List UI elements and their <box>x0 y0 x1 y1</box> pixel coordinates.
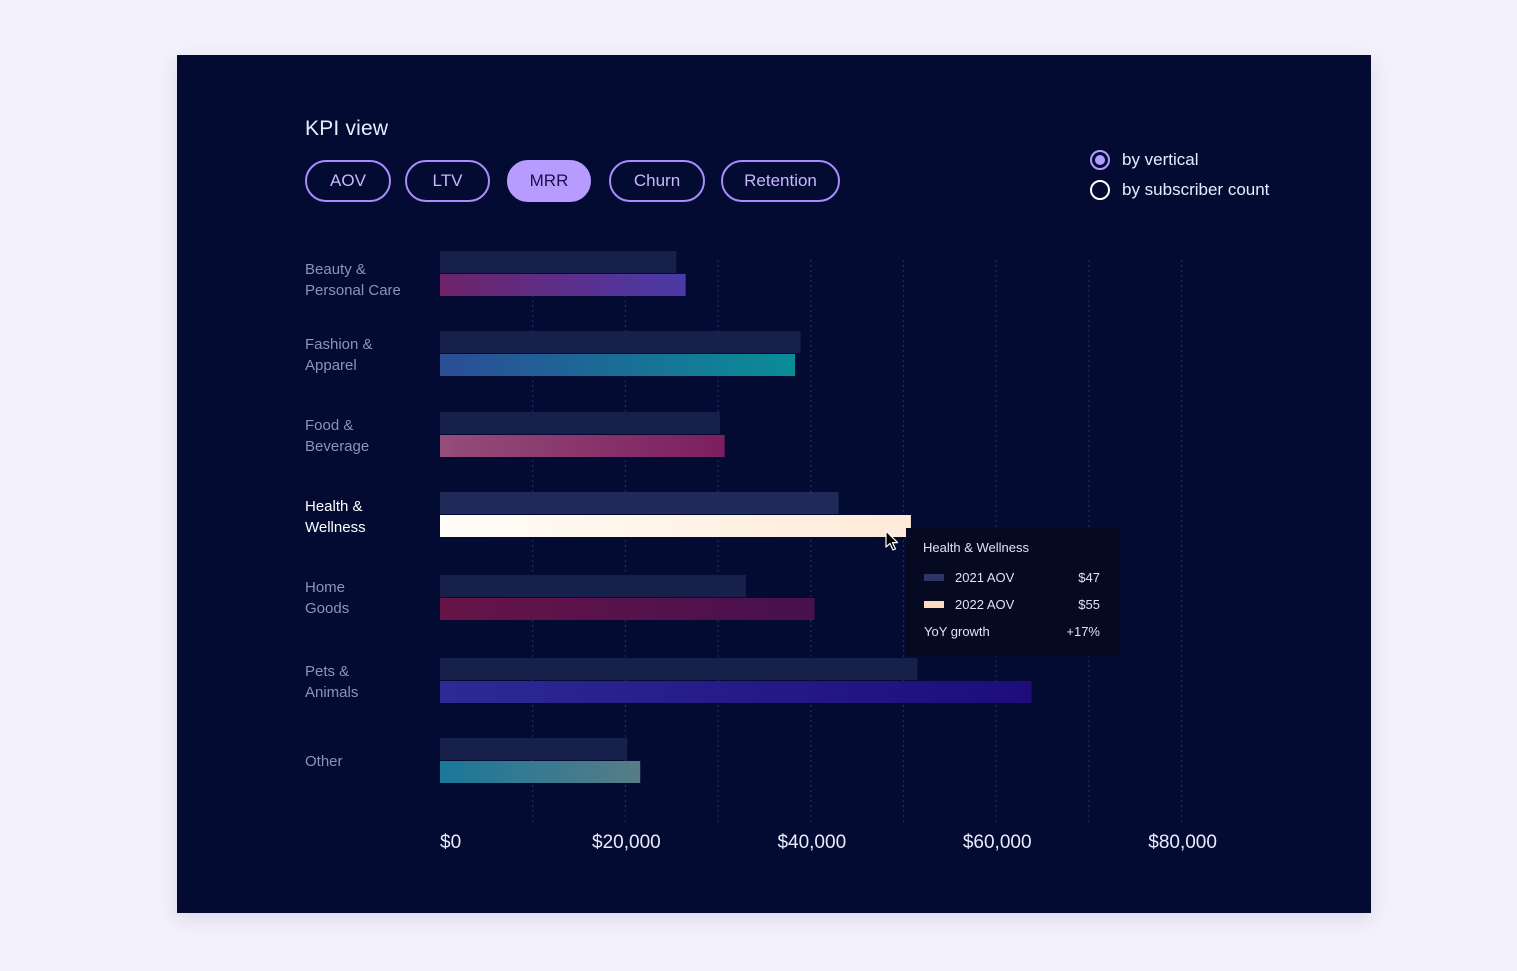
tooltip-swatch-2021 <box>924 573 944 581</box>
radio-unchecked-icon[interactable] <box>1090 180 1110 200</box>
bar-2022[interactable] <box>440 598 815 620</box>
tooltip-series-value: $47 <box>1078 569 1100 585</box>
tooltip-row-growth: YoY growth +17% <box>924 622 1100 640</box>
bar-2021[interactable] <box>440 738 628 760</box>
radio-checked-icon[interactable] <box>1090 150 1110 170</box>
tooltip-row-2021: 2021 AOV $47 <box>924 568 1100 586</box>
bar-2022-highlighted[interactable] <box>440 515 911 537</box>
bar-2022[interactable] <box>440 681 1032 703</box>
category-label-beauty: Beauty & Personal Care <box>305 261 401 299</box>
bar-2021[interactable] <box>440 492 839 514</box>
bar-2021[interactable] <box>440 575 746 597</box>
bar-2021[interactable] <box>440 412 720 434</box>
x-tick-label: $0 <box>440 832 461 853</box>
radio-label-by-vertical: by vertical <box>1122 150 1199 169</box>
bar-2022[interactable] <box>440 354 796 376</box>
tab-mrr[interactable]: MRR <box>507 160 591 202</box>
page-title: KPI view <box>305 117 389 140</box>
category-label-home: Home Goods <box>305 579 350 617</box>
x-tick-label: $60,000 <box>963 832 1032 853</box>
tooltip-series-name: 2022 AOV <box>955 596 1015 612</box>
x-tick-label: $20,000 <box>592 832 661 853</box>
tab-churn[interactable]: Churn <box>609 160 705 202</box>
tooltip-title: Health & Wellness <box>923 540 1029 555</box>
tooltip-series-value: $55 <box>1078 596 1100 612</box>
kpi-panel: KPI view AOV LTV MRR Churn Retention by … <box>177 55 1371 913</box>
bar-2021[interactable] <box>440 251 677 273</box>
bar-chart: $0 $20,000 $40,000 $60,000 $80,000 <box>440 251 1217 853</box>
bar-2022[interactable] <box>440 761 641 783</box>
radio-label-by-subscriber-count: by subscriber count <box>1122 180 1270 199</box>
bar-2022[interactable] <box>440 435 725 457</box>
tooltip-row-2022: 2022 AOV $55 <box>924 595 1100 613</box>
tooltip-growth-value: +17% <box>1066 623 1100 639</box>
category-label-other: Other <box>305 753 343 770</box>
x-tick-label: $80,000 <box>1148 832 1217 853</box>
tooltip-growth-label: YoY growth <box>924 623 990 639</box>
category-label-health: Health & Wellness <box>305 498 366 536</box>
tab-aov[interactable]: AOV <box>305 160 391 202</box>
tab-ltv[interactable]: LTV <box>405 160 490 202</box>
tooltip-swatch-2022 <box>924 600 944 608</box>
category-label-fashion: Fashion & Apparel <box>305 336 373 374</box>
mouse-cursor-icon <box>885 530 899 551</box>
radio-by-vertical[interactable]: by vertical <box>1090 149 1199 171</box>
tab-retention[interactable]: Retention <box>721 160 840 202</box>
chart-tooltip: Health & Wellness 2021 AOV $47 2022 AOV … <box>906 528 1120 656</box>
category-label-food: Food & Beverage <box>305 417 370 455</box>
radio-by-subscriber-count[interactable]: by subscriber count <box>1090 179 1269 201</box>
bar-2021[interactable] <box>440 658 918 680</box>
bar-2022[interactable] <box>440 274 686 296</box>
category-label-pets: Pets & Animals <box>305 663 359 701</box>
bar-2021[interactable] <box>440 331 801 353</box>
x-tick-label: $40,000 <box>777 832 846 853</box>
tooltip-series-name: 2021 AOV <box>955 569 1015 585</box>
